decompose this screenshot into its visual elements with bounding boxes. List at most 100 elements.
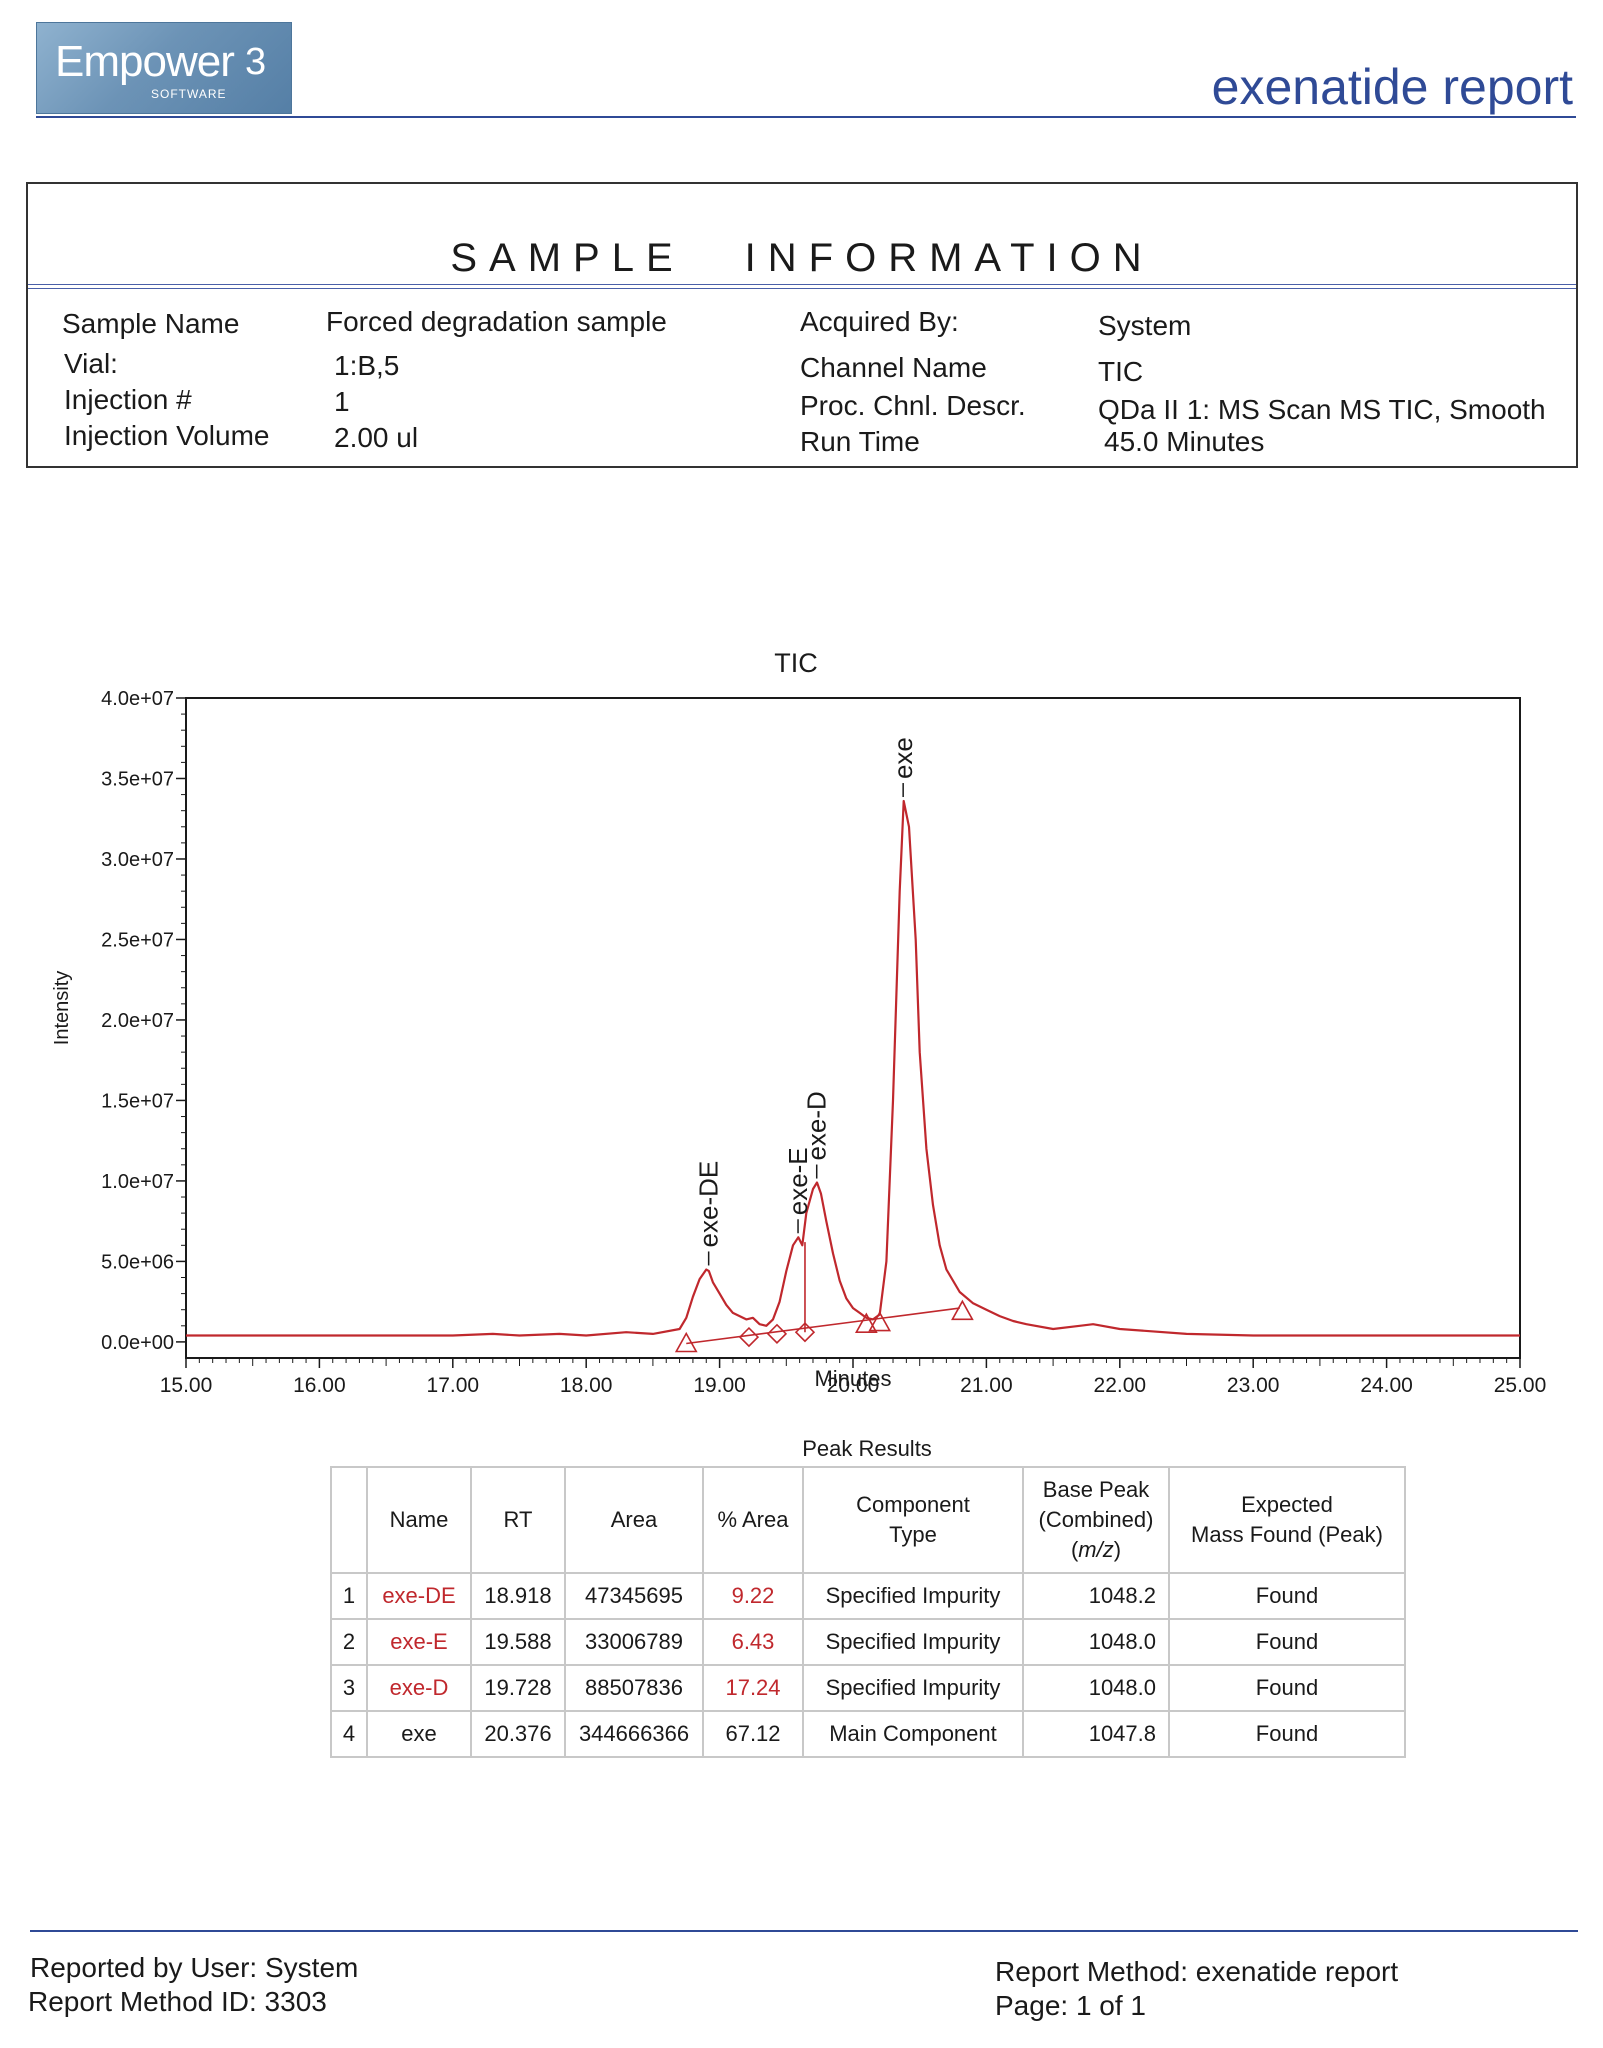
run-time-value: 45.0 Minutes [1104,426,1265,457]
rt-cell: 19.588 [470,1618,566,1666]
component-type-header: Component Type [802,1466,1024,1574]
x-tick-label: 15.00 [160,1374,213,1397]
component-type-cell: Specified Impurity [802,1572,1024,1620]
peak-results-body: 1 exe-DE 18.918 47345695 9.22 Specified Impur… [330,1572,1406,1758]
tic-chromatogram: TIC 15.00 16.00 17.00 18.00 19.00 20.00 21.00 2… [51,648,1547,1397]
valley-diamond-marker [794,1322,816,1343]
y-tick-label: 1.0e+07 [101,1171,174,1193]
peak-results-header-row: Name RT Area % Area Component Type Base … [330,1466,1406,1574]
name-cell: exe-DE [366,1572,472,1620]
baseline-triangle-marker [674,1331,698,1353]
y-axis-ticks: 0.0e+00 5.0e+06 1.0e+07 1.5e+07 2.0e+07 2.5e+… [101,688,186,1354]
expected-mass-header-line2: Mass Found (Peak) [1191,1522,1383,1547]
table-row: 1 exe-DE 18.918 47345695 9.22 Specified Impur… [330,1572,1406,1620]
x-tick-label: 21.00 [960,1374,1013,1397]
name-cell: exe-D [366,1664,472,1712]
x-tick-label: 25.00 [1494,1374,1547,1397]
peak-results-table: Name RT Area % Area Component Type Base … [330,1466,1406,1758]
report-method: Report Method: exenatide report [995,1956,1399,1987]
peak-label: exe-E [783,1147,813,1215]
x-tick-label: 16.00 [293,1374,346,1397]
peak-label: exe-DE [694,1161,724,1248]
x-tick-label: 18.00 [560,1374,613,1397]
reported-by-user: Reported by User: System [30,1952,359,1983]
sample-information-rule-top [28,284,1576,285]
expected-mass-cell: Found [1168,1664,1406,1712]
x-tick-label: 20.00 [827,1374,880,1397]
index-header [330,1466,368,1574]
base-peak-cell: 1048.0 [1022,1664,1170,1712]
rt-cell: 18.918 [470,1572,566,1620]
base-peak-cell: 1048.0 [1022,1618,1170,1666]
integration-markers [674,1299,974,1353]
area-cell: 33006789 [564,1618,704,1666]
injection-number-label: Injection # [64,384,192,415]
header-divider [36,116,1576,118]
valley-diamond-marker [766,1323,788,1344]
name-header: Name [366,1466,472,1574]
y-tick-label: 5.0e+06 [101,1251,174,1273]
sample-information-title-word1: SAMPLE [450,236,685,280]
rt-cell: 20.376 [470,1710,566,1758]
y-tick-label: 4.0e+07 [101,688,174,710]
expected-mass-cell: Found [1168,1618,1406,1666]
x-tick-label: 24.00 [1360,1374,1413,1397]
logo-sub-text: SOFTWARE [151,87,227,101]
plot-frame [185,697,1521,1359]
pct-area-cell: 17.24 [702,1664,804,1712]
channel-name-value: TIC [1098,356,1144,387]
x-tick-label: 22.00 [1094,1374,1147,1397]
proc-chnl-descr-label: Proc. Chnl. Descr. [800,390,1026,421]
table-row: 2 exe-E 19.588 33006789 6.43 Specified Impuri… [330,1618,1406,1666]
injection-number-value: 1 [334,386,350,417]
chart-title: TIC [774,648,818,678]
acquired-by-value: System [1098,310,1192,341]
base-peak-cell: 1047.8 [1022,1710,1170,1758]
baseline-triangle-marker [868,1310,892,1332]
pct-area-header: % Area [702,1466,804,1574]
name-cell: exe-E [366,1618,472,1666]
sample-information-box: SAMPLE INFORMATION Sample Name Forced deg… [26,182,1578,468]
integration-baseline [686,1307,960,1345]
peak-label: exe [888,737,918,779]
x-axis-ticks: 15.00 16.00 17.00 18.00 19.00 20.00 21.00 22.00… [160,1358,1547,1397]
y-axis-label: Intensity [51,971,73,1045]
acquired-by-label: Acquired By: [800,306,959,337]
y-tick-label: 2.5e+07 [101,929,174,951]
x-tick-label: 19.00 [693,1374,746,1397]
report-method-id: Report Method ID: 3303 [28,1986,327,2017]
baseline-triangle-marker [854,1312,878,1333]
expected-mass-cell: Found [1168,1710,1406,1758]
component-type-header-line1: Component [856,1492,970,1517]
injection-volume-label: Injection Volume [64,420,270,451]
y-tick-label: 2.0e+07 [101,1010,174,1032]
report-title: exenatide report [1211,59,1573,115]
empower-logo: Empower 3 SOFTWARE [36,22,292,114]
injection-volume-value: 2.00 ul [334,422,419,453]
x-tick-label: 23.00 [1227,1374,1280,1397]
table-row: 3 exe-D 19.728 88507836 17.24 Specified Impur… [330,1664,1406,1712]
base-peak-header: Base Peak (Combined) (m/z) [1022,1466,1170,1574]
sample-name-value: Forced degradation sample [326,306,667,337]
component-type-cell: Specified Impurity [802,1664,1024,1712]
pct-area-cell: 9.22 [702,1572,804,1620]
y-tick-label: 3.5e+07 [101,768,174,790]
sample-information-title-word2: INFORMATION [744,236,1154,280]
rt-header: RT [470,1466,566,1574]
channel-name-label: Channel Name [800,352,987,383]
y-tick-label: 3.0e+07 [101,849,174,871]
area-cell: 47345695 [564,1572,704,1620]
page-number: Page: 1 of 1 [995,1990,1147,2021]
base-peak-header-line1: Base Peak [1042,1477,1150,1502]
baseline-triangle-marker [951,1299,974,1321]
table-row: 4 exe 20.376 344666366 67.12 Main Component 10… [330,1710,1406,1758]
expected-mass-cell: Found [1168,1572,1406,1620]
proc-chnl-descr-value: QDa II 1: MS Scan MS TIC, Smooth [1098,394,1546,425]
logo-version-text: 3 [245,41,267,83]
sample-name-label: Sample Name [62,308,240,339]
area-header: Area [564,1466,704,1574]
y-tick-label: 1.5e+07 [101,1090,174,1112]
peak-label: exe-D [802,1091,832,1160]
y-tick-label: 0.0e+00 [101,1332,174,1354]
